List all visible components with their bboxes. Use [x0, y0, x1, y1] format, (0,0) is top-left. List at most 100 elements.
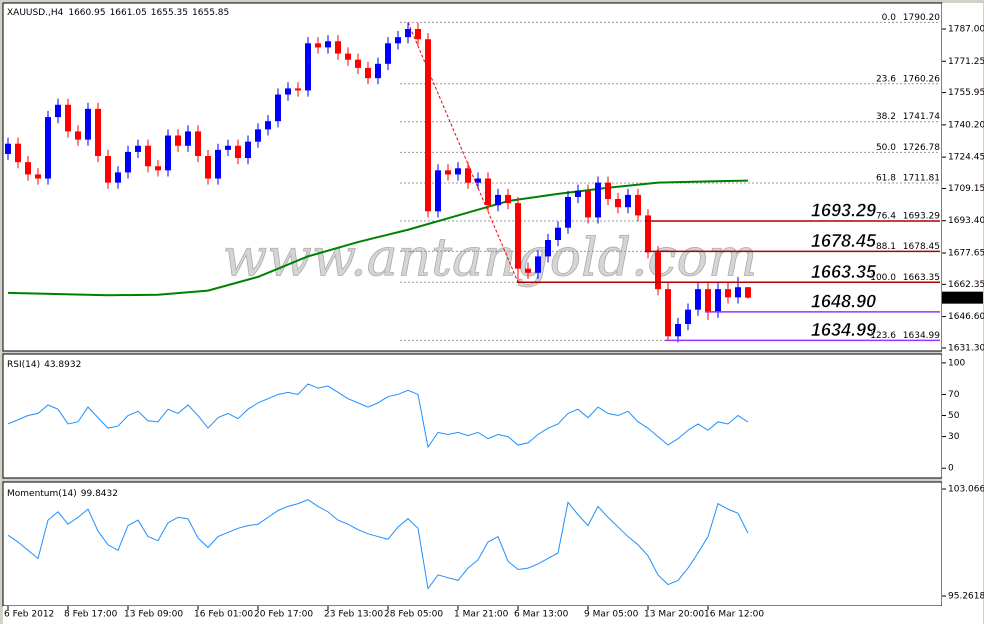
indicator-header: Momentum(14) 99.8432 [7, 489, 118, 499]
candle-body [75, 131, 81, 140]
candle-body [215, 149, 221, 179]
candle-body [115, 172, 121, 183]
indicator-label: Momentum(14) [7, 489, 77, 499]
candle-body [505, 194, 511, 204]
fib-ratio: 123.6 [870, 331, 896, 341]
candle-body [705, 289, 711, 312]
candle-body [425, 39, 431, 212]
y-tick-label: 1646.60 [948, 312, 984, 322]
candle-body [465, 168, 471, 183]
candle-body [35, 174, 41, 179]
fib-price: 1663.35 [903, 273, 940, 283]
candle-body [345, 53, 351, 60]
y-tick-label: 70 [948, 390, 960, 400]
candle-body [375, 63, 381, 79]
low: 1655.35 [151, 8, 188, 18]
level-label: 1693.29 [811, 201, 876, 221]
fib-price: 1741.74 [903, 112, 940, 122]
candle-body [545, 239, 551, 257]
y-tick-label: 1724.45 [948, 153, 984, 163]
candle-body [315, 43, 321, 48]
candle-body [565, 196, 571, 228]
candle-body [285, 88, 291, 95]
x-tick-label: 8 Feb 17:00 [64, 610, 118, 620]
fib-price: 1726.78 [903, 143, 940, 153]
symbol: XAUUSD.,H4 [7, 8, 64, 18]
candle-body [295, 88, 301, 91]
candle-body [645, 215, 651, 253]
indicator-label: RSI(14) [7, 360, 40, 370]
moving-average [7, 179, 749, 297]
candle-body [385, 43, 391, 64]
y-tick-label: 0 [948, 464, 954, 474]
candle-body [355, 59, 361, 68]
y-tick-label: 1662.35 [948, 280, 984, 290]
candle-body [555, 227, 561, 240]
candle-body [135, 145, 141, 152]
candle-body [225, 145, 231, 150]
candle-body [65, 104, 71, 132]
open: 1660.95 [68, 8, 105, 18]
x-tick-label: 16 Mar 12:00 [704, 610, 764, 620]
candle-body [735, 287, 741, 298]
x-tick-label: 13 Mar 20:00 [644, 610, 704, 620]
y-tick-label: 1631.30 [948, 343, 984, 353]
fib-ratio: 50.0 [876, 143, 896, 153]
candle-body [55, 104, 61, 118]
candle-body [155, 166, 161, 171]
candle-body [455, 168, 461, 175]
candle-body [745, 287, 751, 298]
candle-body [675, 323, 681, 337]
watermark: www.antangold.com [223, 229, 758, 289]
candle-body [515, 203, 521, 269]
candle-body [125, 151, 131, 173]
candle-body [145, 145, 151, 167]
fib-price: 1790.20 [903, 13, 940, 23]
level-label: 1634.99 [811, 320, 876, 340]
candle-body [695, 289, 701, 310]
chart-header: XAUUSD.,H4 1660.95 1661.05 1655.35 1655.85 [7, 8, 229, 18]
candle-body [265, 121, 271, 130]
x-tick-label: 13 Feb 09:00 [124, 610, 183, 620]
price-pane [2, 2, 943, 352]
candle-body [525, 268, 531, 273]
candle-body [415, 28, 421, 40]
candle-body [245, 141, 251, 159]
candle-body [605, 182, 611, 200]
fib-ratio: 61.8 [876, 174, 896, 184]
fib-ratio: 88.1 [876, 242, 896, 252]
close: 1655.85 [192, 8, 229, 18]
candle-body [625, 194, 631, 208]
y-tick-label: 1771.25 [948, 57, 984, 67]
candle-body [5, 143, 11, 154]
indicator-line [7, 383, 749, 449]
y-tick-label: 103.066 [948, 485, 984, 495]
candle-body [725, 289, 731, 298]
y-tick-label: 1740.20 [948, 120, 984, 130]
y-tick-label: 1709.15 [948, 184, 984, 194]
candle-body [585, 190, 591, 218]
fib-ratio: 0.0 [882, 13, 897, 23]
fib-price: 1711.81 [903, 174, 940, 184]
candle-body [575, 190, 581, 197]
candle-body [595, 182, 601, 218]
high: 1661.05 [110, 8, 147, 18]
fib-ratio: 23.6 [876, 74, 896, 84]
candle-body [475, 178, 481, 183]
x-tick-label: 1 Mar 21:00 [454, 610, 509, 620]
candle-body [205, 156, 211, 179]
candle-body [175, 135, 181, 146]
indicator-header: RSI(14) 43.8932 [7, 360, 81, 370]
y-tick-label: 50 [948, 411, 960, 421]
candle-body [305, 43, 311, 91]
fib-price: 1760.26 [903, 74, 940, 84]
fib-price: 1678.45 [903, 242, 940, 252]
candle-body [325, 41, 331, 48]
candle-body [15, 143, 21, 163]
current-price-box [942, 291, 983, 304]
candle-body [715, 289, 721, 312]
y-tick-label: 95.2618 [948, 592, 984, 602]
candle-body [615, 199, 621, 208]
x-tick-label: 16 Feb 01:00 [194, 610, 253, 620]
